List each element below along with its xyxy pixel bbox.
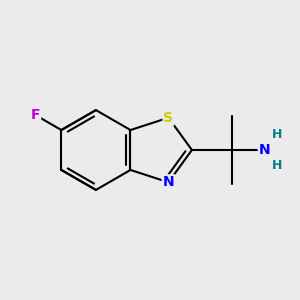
Text: F: F (31, 108, 40, 122)
Text: N: N (259, 143, 270, 157)
Text: S: S (164, 111, 173, 125)
Text: N: N (163, 175, 174, 189)
Text: H: H (272, 128, 283, 141)
Text: H: H (272, 159, 283, 172)
